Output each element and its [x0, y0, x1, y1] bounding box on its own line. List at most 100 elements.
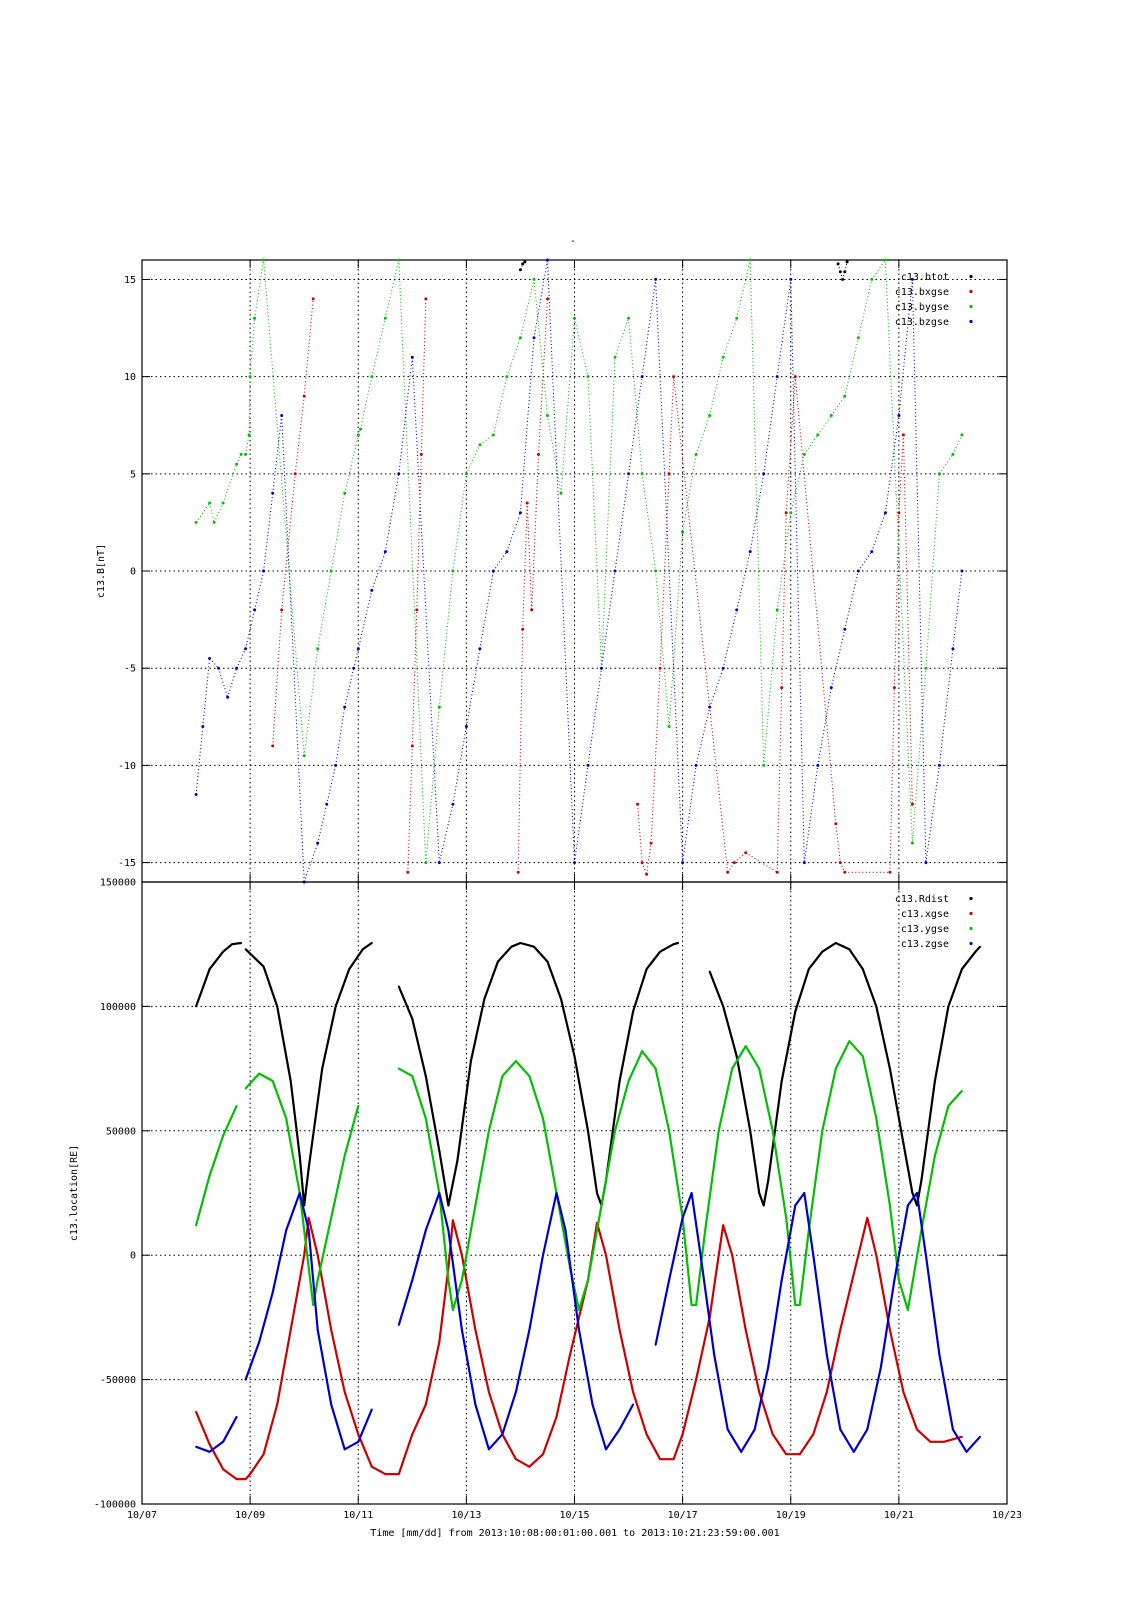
data-point	[645, 1433, 648, 1436]
data-point	[334, 1005, 337, 1008]
data-point	[370, 1465, 373, 1468]
data-point	[451, 1308, 454, 1311]
scatter-trace	[925, 765, 940, 863]
y-tick-label: 0	[130, 1251, 136, 1262]
data-point	[866, 1428, 869, 1431]
data-point	[505, 375, 509, 379]
data-point	[587, 1129, 589, 1132]
data-point	[312, 1304, 315, 1306]
data-point	[618, 1428, 621, 1431]
data-point	[654, 1343, 657, 1346]
data-point	[861, 968, 864, 971]
data-point	[807, 968, 810, 971]
scatter-trace	[837, 263, 841, 272]
data-point	[708, 970, 711, 973]
data-point	[780, 1080, 783, 1082]
data-point	[419, 452, 423, 456]
scatter-trace	[281, 415, 305, 883]
data-point	[447, 1279, 450, 1282]
scatter-trace	[537, 298, 549, 455]
scatter-trace	[465, 648, 481, 727]
data-point	[915, 1428, 918, 1431]
data-point	[271, 744, 275, 748]
data-point	[226, 695, 230, 699]
data-point	[640, 375, 644, 379]
data-point	[748, 550, 752, 554]
data-point	[253, 608, 257, 612]
scatter-trace	[709, 668, 724, 708]
data-point	[735, 316, 739, 320]
data-point	[311, 297, 315, 301]
data-point	[424, 297, 428, 301]
data-point	[244, 647, 248, 651]
data-point	[654, 569, 658, 573]
data-point	[411, 1075, 414, 1078]
y-tick-label: -100000	[94, 1500, 136, 1511]
scatter-trace	[803, 434, 819, 455]
y-tick-label: -5	[124, 664, 136, 675]
data-point	[334, 763, 338, 767]
data-point	[659, 1458, 662, 1461]
data-point	[708, 705, 712, 709]
data-point	[325, 802, 329, 806]
legend-marker-c13-ygse	[969, 926, 973, 931]
data-point	[834, 1067, 837, 1070]
data-point	[359, 427, 362, 431]
data-point	[546, 414, 549, 417]
data-point	[753, 1428, 756, 1431]
data-point	[979, 945, 981, 948]
data-point	[330, 1403, 333, 1406]
scatter-trace	[411, 357, 440, 863]
scatter-trace	[526, 502, 533, 610]
data-point	[749, 1129, 752, 1132]
scatter-trace	[359, 376, 373, 430]
data-point	[501, 1075, 504, 1078]
data-point	[721, 355, 725, 359]
data-point	[528, 1328, 531, 1331]
data-point	[587, 1279, 589, 1282]
data-point	[883, 258, 887, 262]
data-point	[514, 1391, 517, 1393]
data-point	[722, 1005, 725, 1008]
x-tick-label: 10/07	[127, 1510, 157, 1521]
data-point	[627, 316, 631, 320]
data-point	[464, 725, 468, 728]
data-point	[645, 872, 649, 876]
series-line-c13-rdist	[708, 941, 981, 1207]
data-point	[605, 1254, 607, 1257]
data-point	[717, 1254, 720, 1257]
data-point	[194, 520, 198, 524]
data-point	[979, 1435, 981, 1438]
y-tick-label: 0	[130, 567, 136, 578]
data-point	[735, 608, 739, 612]
data-point	[573, 1055, 576, 1058]
data-point	[677, 942, 680, 944]
data-point	[699, 1254, 702, 1257]
data-point	[816, 763, 820, 767]
data-point	[708, 414, 712, 417]
data-point	[298, 1192, 301, 1194]
data-point	[303, 1254, 306, 1257]
scatter-trace	[330, 493, 346, 572]
scatter-trace	[479, 434, 494, 446]
scatter-trace	[517, 629, 524, 873]
scatter-trace	[628, 376, 643, 474]
data-point	[217, 666, 221, 670]
series-line-c13-rdist	[397, 941, 679, 1207]
data-point	[307, 1266, 310, 1269]
scatter-trace	[839, 271, 844, 280]
scatter-trace	[857, 279, 873, 338]
data-point	[528, 1075, 531, 1078]
scatter-trace	[245, 434, 250, 455]
data-point	[501, 1433, 504, 1436]
scatter-trace	[303, 298, 314, 397]
data-point	[793, 375, 797, 379]
scatter-trace	[560, 318, 576, 494]
panel-location: -100000 -50000 0 50000 100000 150000 10/07 10/0…	[69, 878, 1022, 1522]
data-point	[424, 1117, 427, 1120]
scatter-trace	[736, 551, 751, 611]
data-point	[271, 1080, 274, 1082]
data-point	[244, 452, 248, 456]
scatter-trace	[600, 357, 616, 669]
scatter-trace	[213, 502, 224, 523]
